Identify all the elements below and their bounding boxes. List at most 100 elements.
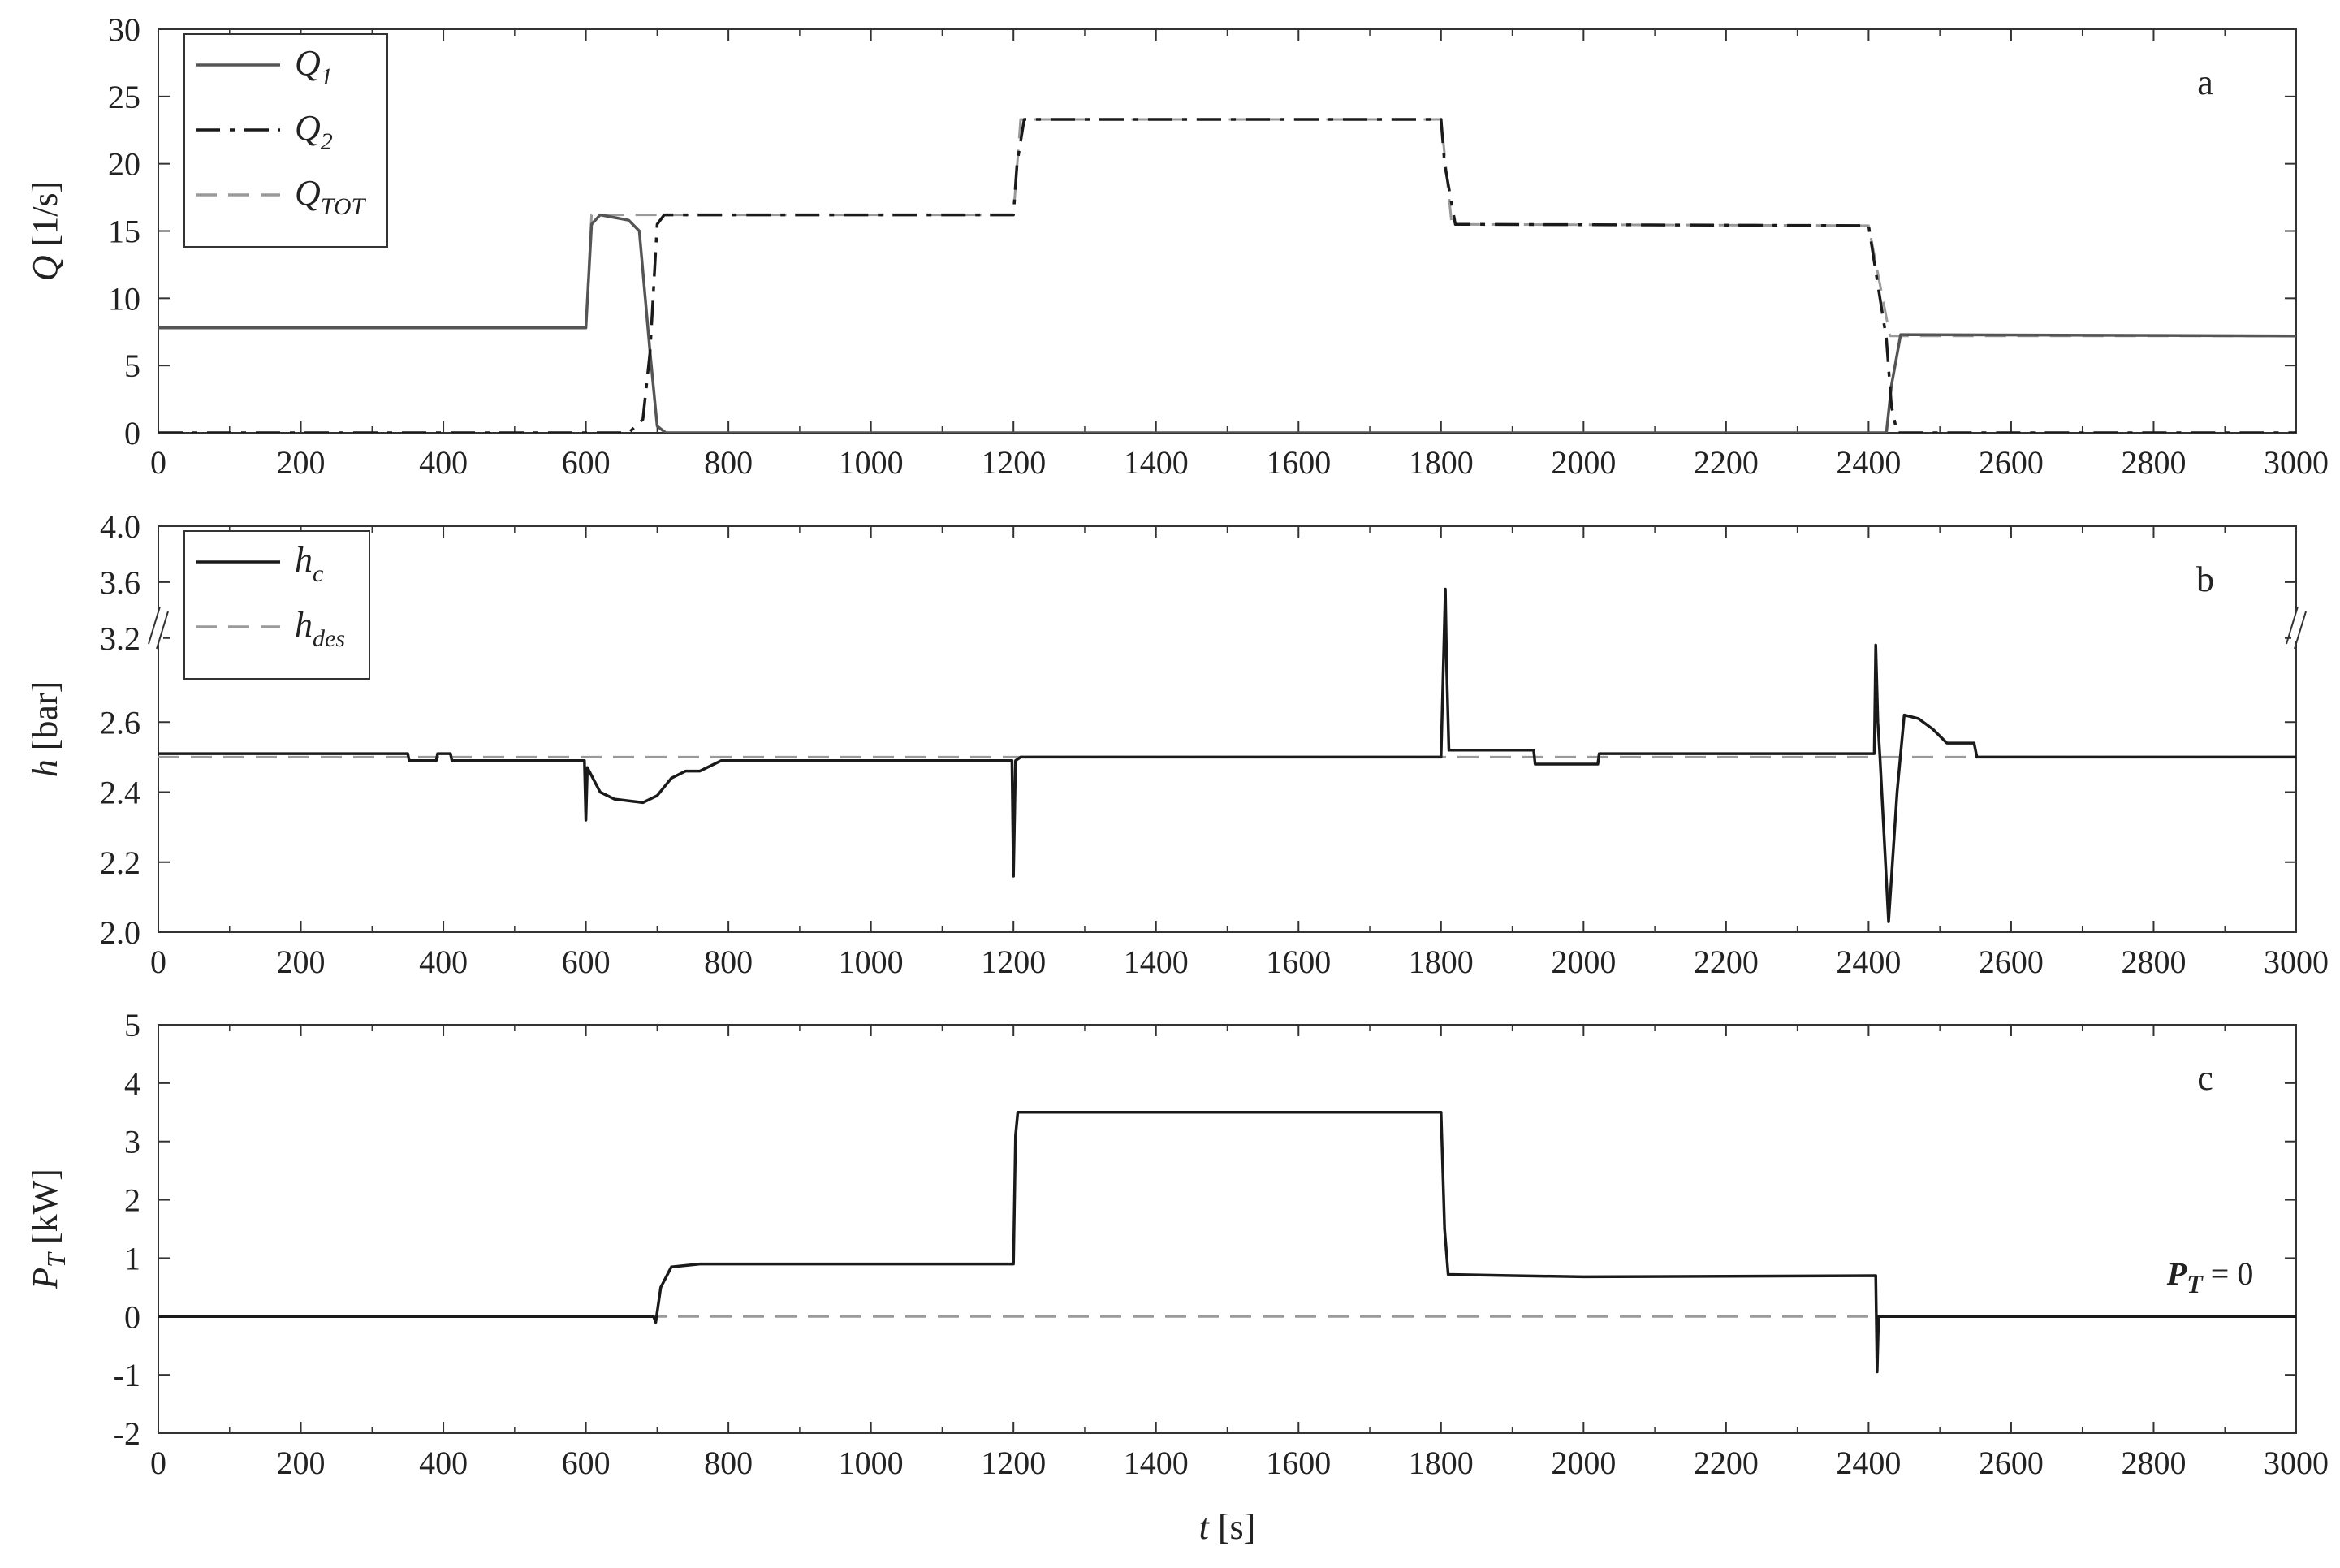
- legend-main: Q: [295, 173, 321, 213]
- annotation-sub: T: [2187, 1269, 2204, 1298]
- axis-break-mark: [2286, 606, 2299, 645]
- series-group: [158, 587, 2296, 923]
- x-tick-label: 0: [150, 944, 166, 980]
- x-tick-label: 0: [150, 444, 166, 481]
- panel-c: 0 200 400 600 800 1000 1200 1400 1600 1800 2000 220…: [25, 1007, 2329, 1547]
- plot-frame: [158, 28, 2297, 434]
- x-tick-label: 800: [704, 1445, 753, 1481]
- legend-label-qtot: QTOT: [295, 173, 367, 220]
- y-tick-label: 2.0: [100, 914, 140, 951]
- series-q1-line: [158, 213, 2296, 433]
- x-tick-label: 1000: [839, 1445, 904, 1481]
- y-axis-symbol: P: [25, 1268, 65, 1290]
- x-tick-label: 1000: [839, 944, 904, 980]
- x-tick-label: 2600: [1979, 944, 2044, 980]
- y-tick-label: 3.6: [100, 564, 140, 601]
- x-tick-label: 200: [277, 944, 326, 980]
- x-tick-label: 2000: [1551, 1445, 1616, 1481]
- plot-frame: [158, 525, 2297, 933]
- x-tick-label: 1800: [1409, 1445, 1474, 1481]
- x-tick-label: 2800: [2121, 944, 2186, 980]
- panel-b: 0 200 400 600 800 1000 1200 1400 1600 1800 2000 220…: [25, 508, 2329, 980]
- x-tick-label: 2000: [1551, 444, 1616, 481]
- x-tick-label: 2600: [1979, 444, 2044, 481]
- series-group: [158, 118, 2296, 433]
- legend-sub: c: [313, 560, 323, 587]
- panel-label: a: [2197, 63, 2213, 102]
- x-axis-symbol: t: [1199, 1507, 1211, 1547]
- y-tick-label: 0: [124, 1298, 140, 1335]
- x-tick-label: 2400: [1836, 444, 1901, 481]
- panel-label: c: [2197, 1058, 2213, 1098]
- x-tick-label: 2200: [1694, 444, 1759, 481]
- y-tick-label: 4: [124, 1065, 140, 1102]
- x-tick-label: 3000: [2264, 944, 2329, 980]
- annotation-pt-zero: PT = 0: [2166, 1255, 2254, 1298]
- x-tick-label: 600: [562, 1445, 611, 1481]
- y-axis-symbol: h: [25, 759, 65, 777]
- legend-sub: 1: [321, 63, 333, 90]
- legend-main: Q: [295, 108, 321, 148]
- legend-box: [183, 33, 388, 248]
- legend-main: h: [295, 540, 313, 580]
- y-axis-unit: [kW]: [25, 1168, 65, 1253]
- x-tick-label: 2600: [1979, 1445, 2044, 1481]
- y-tick-label: 25: [108, 79, 140, 115]
- x-tick-label: 0: [150, 1445, 166, 1481]
- y-axis-unit: [1/s]: [25, 181, 65, 256]
- annotation-rest: = 0: [2203, 1255, 2254, 1292]
- x-tick-label: 1200: [981, 444, 1046, 481]
- x-tick-label: 1800: [1409, 944, 1474, 980]
- axis-break-mark: [2294, 611, 2307, 650]
- x-tick-label: 2400: [1836, 1445, 1901, 1481]
- x-tick-label: 200: [277, 1445, 326, 1481]
- series-qtot-line: [158, 118, 2296, 338]
- x-tick-label: 2200: [1694, 944, 1759, 980]
- y-tick-label: 2: [124, 1182, 140, 1219]
- y-tick-label: 2.4: [100, 775, 140, 811]
- y-tick-label: 2.6: [100, 704, 140, 741]
- x-tick-label: 1200: [981, 1445, 1046, 1481]
- x-tick-label: 1600: [1266, 944, 1331, 980]
- x-tick-label: 1400: [1124, 1445, 1189, 1481]
- y-tick-label: 20: [108, 146, 140, 183]
- x-tick-label: 600: [562, 444, 611, 481]
- x-tick-label: 3000: [2264, 444, 2329, 481]
- x-tick-label: 400: [419, 944, 468, 980]
- panels-group: 0 200 400 600 800 1000 1200 1400 1600 1800 2000 220…: [25, 11, 2329, 1547]
- x-tick-label: 400: [419, 444, 468, 481]
- y-tick-label: 3: [124, 1124, 140, 1160]
- legend-box: [183, 530, 370, 680]
- x-tick-label: 1200: [981, 944, 1046, 980]
- y-axis-label: Q [1/s]: [25, 181, 65, 281]
- y-tick-label: 15: [108, 214, 140, 250]
- x-tick-label: 1600: [1266, 1445, 1331, 1481]
- legend-label-q1: Q1: [295, 43, 333, 90]
- y-tick-label: 4.0: [100, 508, 140, 545]
- legend-label-q2: Q2: [295, 108, 333, 155]
- y-axis-label: h [bar]: [25, 681, 65, 778]
- axis-break-mark: [156, 611, 169, 650]
- y-tick-label: 2.2: [100, 844, 140, 881]
- series-pt-line: [158, 1111, 2296, 1374]
- y-axis-label: PT [kW]: [25, 1168, 71, 1290]
- x-tick-label: 200: [277, 444, 326, 481]
- x-tick-label: 800: [704, 944, 753, 980]
- series-q2-line: [158, 118, 2296, 433]
- x-tick-label: 2000: [1551, 944, 1616, 980]
- y-tick-label: 5: [124, 348, 140, 384]
- x-tick-label: 1400: [1124, 444, 1189, 481]
- y-axis-sub: T: [41, 1251, 71, 1268]
- x-tick-label: 3000: [2264, 1445, 2329, 1481]
- x-tick-label: 1000: [839, 444, 904, 481]
- axis-break-mark: [148, 606, 161, 645]
- annotation-main: P: [2166, 1255, 2187, 1292]
- x-tick-label: 600: [562, 944, 611, 980]
- x-tick-label: 800: [704, 444, 753, 481]
- legend-main: Q: [295, 43, 321, 83]
- axis-break-gap: [2291, 611, 2301, 641]
- x-tick-label: 1600: [1266, 444, 1331, 481]
- x-tick-label: 1800: [1409, 444, 1474, 481]
- legend-sub: TOT: [321, 193, 367, 220]
